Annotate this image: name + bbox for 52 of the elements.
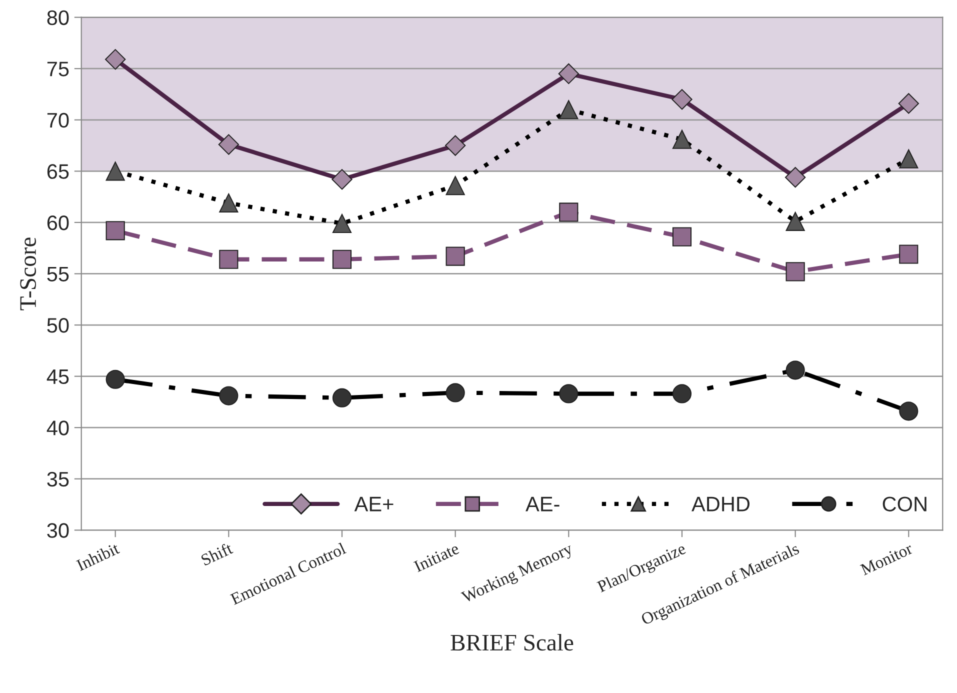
legend-label: ADHD (692, 496, 750, 512)
point (672, 130, 692, 149)
point (219, 250, 238, 269)
point (332, 214, 352, 234)
legend-label: CON (882, 496, 926, 512)
point (106, 162, 125, 181)
y-tick-label: 45 (46, 370, 69, 384)
point (105, 49, 126, 70)
legend-label: AE- (526, 496, 560, 512)
point (332, 250, 352, 269)
point (898, 93, 919, 114)
point (559, 384, 578, 404)
x-tick-label: Initiate (413, 542, 460, 572)
x-tick-label: Shift (200, 542, 234, 566)
point (899, 402, 918, 421)
point (446, 176, 465, 196)
point (672, 384, 692, 404)
x-axis-title: BRIEF Scale (450, 634, 574, 651)
legend-label: AE+ (354, 496, 394, 512)
y-axis-title: T-Score (20, 238, 36, 310)
point (332, 169, 352, 190)
point (899, 244, 918, 264)
point (106, 370, 125, 389)
y-tick-label: 75 (47, 62, 69, 76)
y-tick-label: 40 (46, 420, 69, 436)
point (558, 63, 579, 84)
x-tick-label: Inhibit (76, 542, 120, 572)
y-tick-label: 70 (47, 112, 69, 128)
point (332, 388, 352, 408)
point (219, 193, 238, 213)
point (672, 227, 692, 246)
point (786, 262, 805, 282)
point (559, 202, 578, 222)
point (559, 100, 578, 120)
point (106, 221, 125, 240)
point (446, 246, 465, 266)
point (446, 383, 465, 402)
y-tick-label: 30 (47, 523, 69, 538)
point (786, 360, 805, 380)
point (899, 149, 918, 168)
point (444, 135, 466, 156)
point (786, 212, 805, 231)
point (784, 166, 806, 188)
point (672, 89, 692, 110)
y-tick-label: 55 (47, 266, 69, 282)
y-tick-label: 50 (47, 318, 69, 333)
y-tick-label: 65 (47, 164, 69, 179)
y-tick-label: 80 (47, 10, 69, 26)
point (218, 134, 240, 155)
y-tick-label: 35 (47, 472, 69, 487)
point (219, 386, 238, 406)
y-tick-label: 60 (47, 215, 69, 230)
